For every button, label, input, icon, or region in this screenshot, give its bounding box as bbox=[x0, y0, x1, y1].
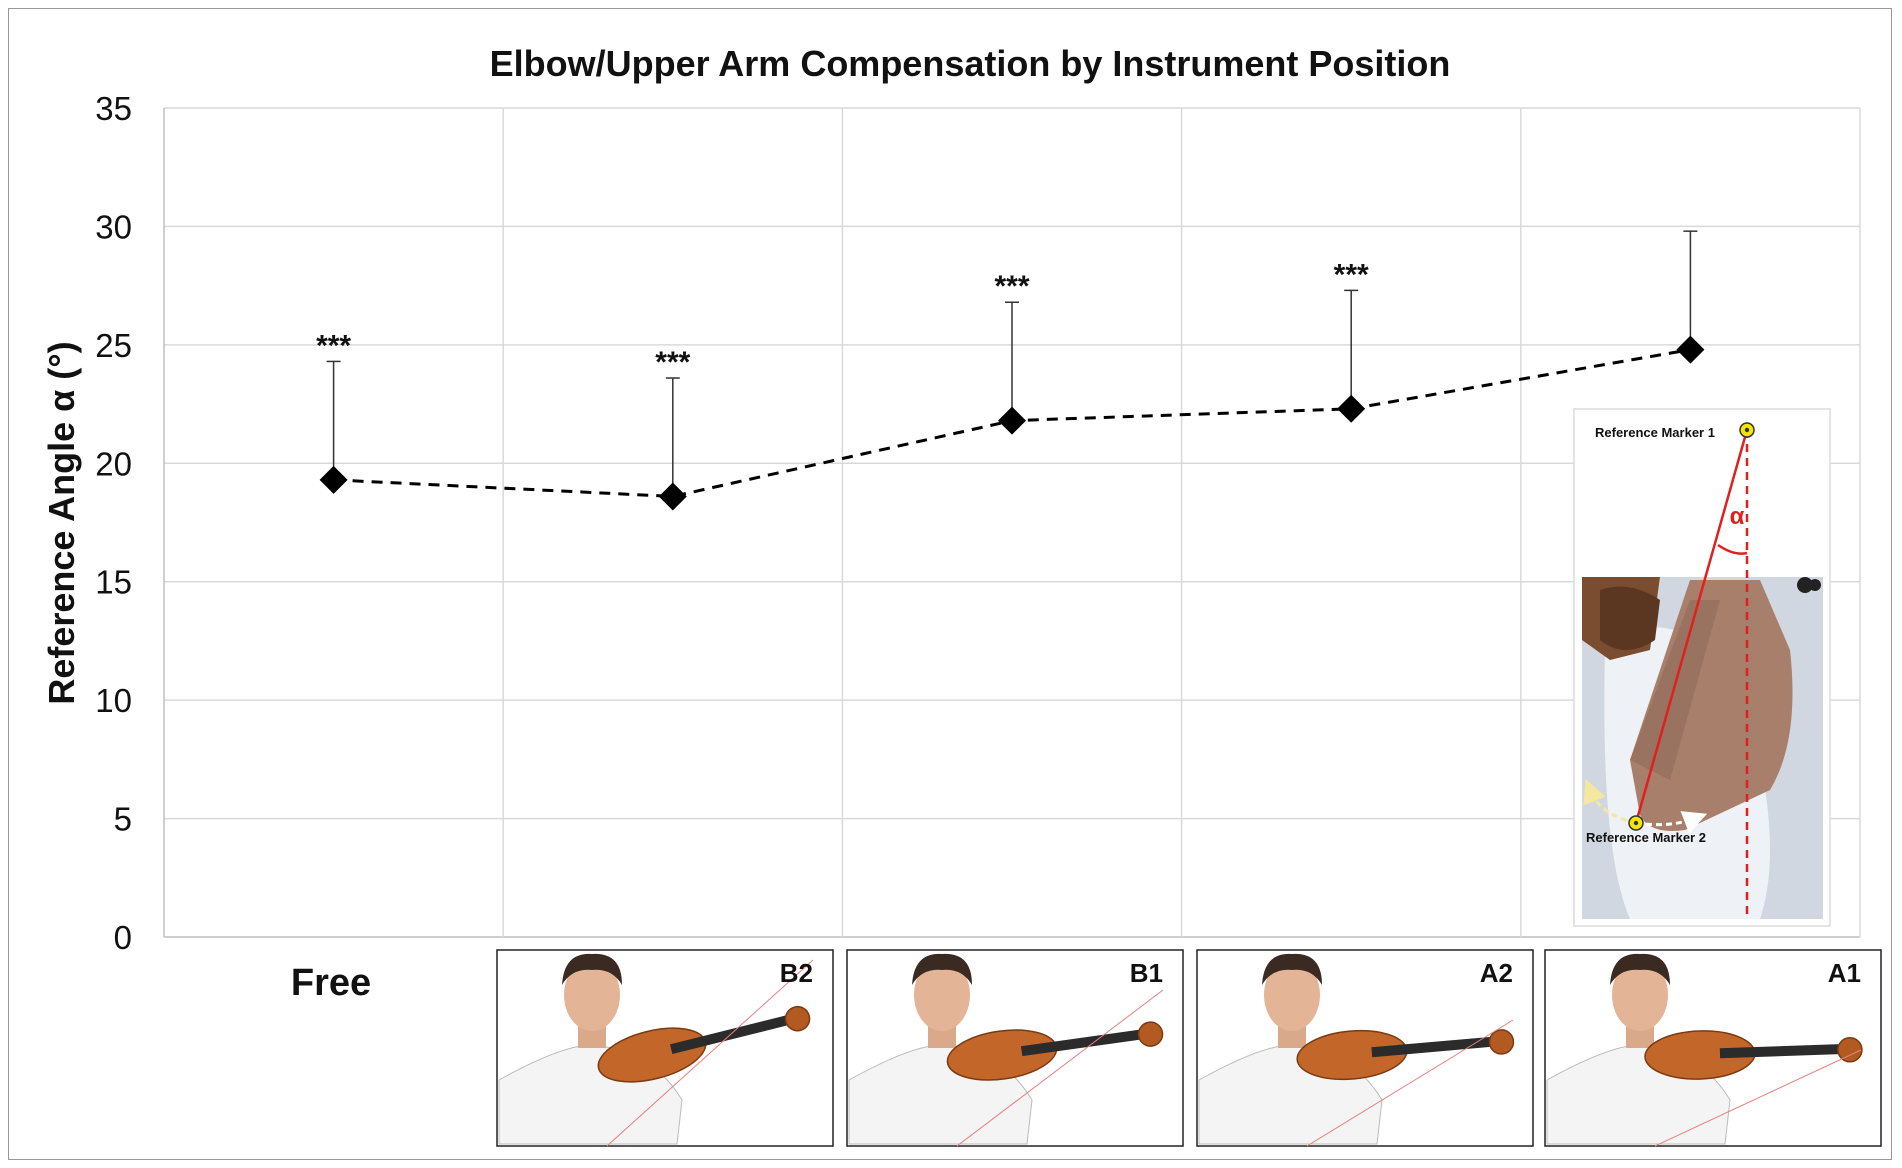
reference-line bbox=[1306, 1019, 1514, 1147]
violin-icon bbox=[597, 1005, 811, 1083]
y-tick-label: 0 bbox=[114, 919, 132, 956]
violinist-illustration bbox=[1546, 953, 1863, 1147]
x-category-label-b1: B1 bbox=[1130, 958, 1163, 988]
x-category-label-a1: A1 bbox=[1828, 958, 1861, 988]
x-category-label-free: Free bbox=[291, 962, 371, 1004]
reference-line bbox=[956, 989, 1164, 1147]
significance-label: *** bbox=[316, 329, 351, 362]
y-tick-label: 15 bbox=[95, 564, 132, 601]
y-tick-label: 30 bbox=[95, 208, 132, 245]
y-tick-label: 5 bbox=[114, 801, 132, 838]
y-tick-label: 10 bbox=[95, 682, 132, 719]
reference-line bbox=[606, 959, 814, 1147]
category-panel-b2: B2 bbox=[496, 949, 834, 1147]
alpha-symbol: α bbox=[1730, 503, 1745, 530]
arm-photo bbox=[1582, 577, 1823, 919]
category-panel-b1: B1 bbox=[846, 949, 1184, 1147]
y-axis-tick-labels: 0 5 10 15 20 25 30 35 bbox=[95, 90, 132, 956]
category-panels: B2 B1 A2 A1 bbox=[496, 949, 1882, 1147]
significance-label: *** bbox=[994, 270, 1029, 303]
x-category-label-b2: B2 bbox=[780, 958, 813, 988]
data-point bbox=[1676, 335, 1705, 364]
angle-arc bbox=[1717, 543, 1748, 555]
data-points bbox=[319, 335, 1705, 511]
violinist-illustration bbox=[848, 953, 1164, 1147]
y-tick-label: 20 bbox=[95, 445, 132, 482]
category-panel-a2: A2 bbox=[1196, 949, 1534, 1147]
y-tick-label: 25 bbox=[95, 327, 132, 364]
x-category-label-a2: A2 bbox=[1480, 958, 1513, 988]
angle-line-arm bbox=[1634, 429, 1749, 824]
reference-line bbox=[1654, 1049, 1862, 1147]
reference-angle-inset: α Reference Marker 1 Reference Marker 2 bbox=[1573, 408, 1831, 927]
reference-marker-2-label: Reference Marker 2 bbox=[1586, 830, 1706, 845]
violin-icon bbox=[946, 1021, 1164, 1081]
violinist-illustration bbox=[498, 953, 814, 1147]
significance-label: *** bbox=[655, 346, 690, 379]
error-bars bbox=[326, 230, 1698, 497]
data-point bbox=[319, 465, 348, 494]
violinist-illustration bbox=[1198, 953, 1515, 1147]
category-panel-a1: A1 bbox=[1544, 949, 1882, 1147]
y-tick-label: 35 bbox=[95, 90, 132, 127]
y-axis-label: Reference Angle α (°) bbox=[41, 341, 82, 704]
grid-lines bbox=[163, 107, 1861, 938]
reference-marker-1-icon bbox=[1739, 422, 1755, 438]
significance-labels: *** *** *** *** bbox=[316, 258, 1369, 379]
reference-marker-1-label: Reference Marker 1 bbox=[1595, 425, 1715, 440]
chart-title: Elbow/Upper Arm Compensation by Instrume… bbox=[490, 43, 1451, 84]
data-point bbox=[658, 482, 687, 511]
reference-marker-2-icon bbox=[1628, 815, 1644, 831]
violin-icon bbox=[1644, 1030, 1863, 1080]
data-point bbox=[998, 406, 1026, 435]
data-point bbox=[1337, 394, 1366, 423]
significance-label: *** bbox=[1334, 258, 1369, 291]
violin-icon bbox=[1296, 1029, 1515, 1081]
